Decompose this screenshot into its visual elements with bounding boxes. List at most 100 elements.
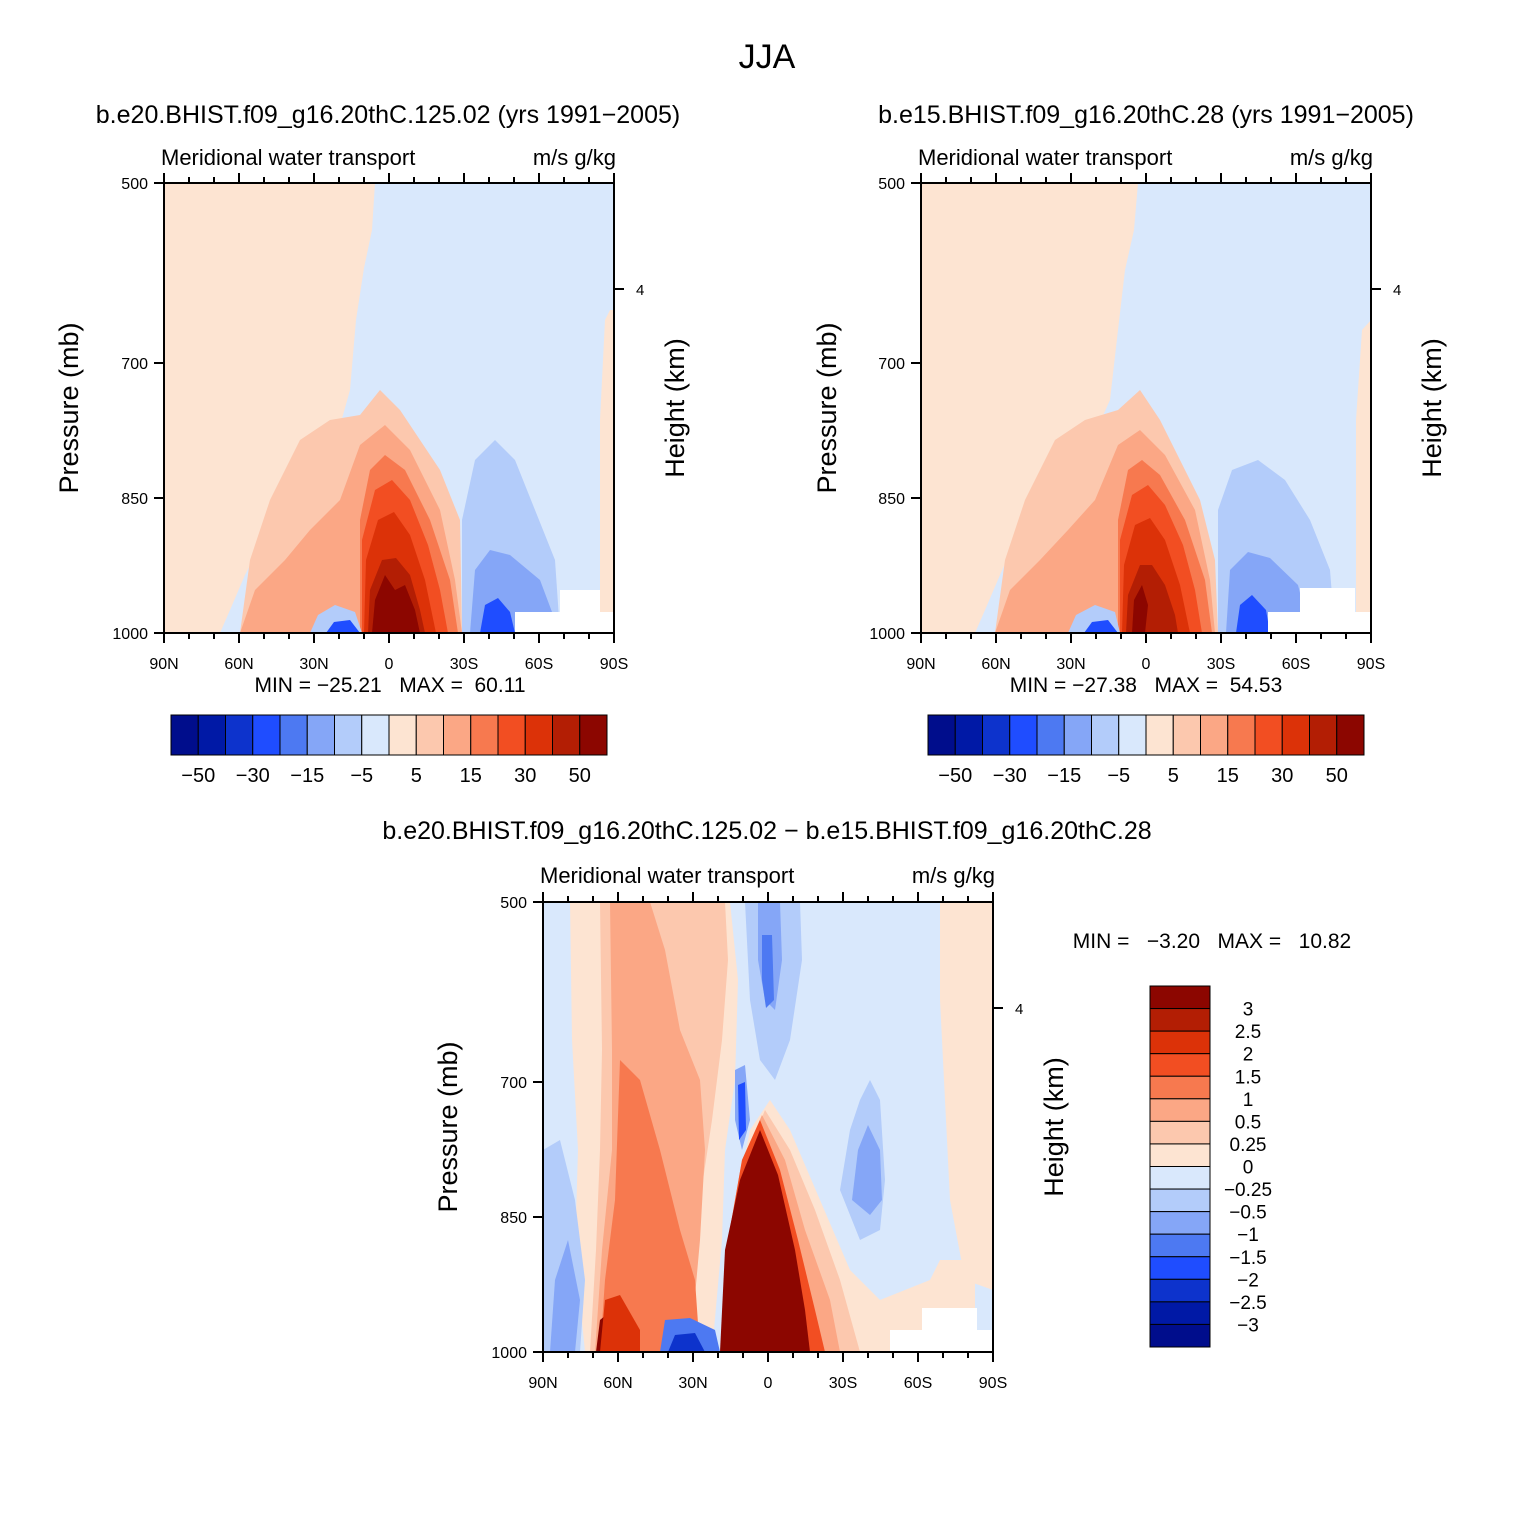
colorbar-label: 0.5 [1235,1112,1261,1133]
colorbar-box [415,714,444,756]
contour-neg-strip-2 [668,1333,705,1352]
colorbar-box [954,714,983,756]
contour-equator-pos-5 [720,1130,810,1352]
units-label: m/s g/kg [912,863,995,888]
contour-pos-tail [1356,320,1371,633]
y-tick-label: 500 [121,176,148,193]
y-axis-label: Pressure (mb) [812,322,842,493]
colorbar-label: −2.5 [1229,1293,1267,1314]
colorbar-label: 15 [460,765,482,787]
y-tick-label: 700 [500,1075,527,1092]
colorbar-box [552,714,581,756]
y2-axis-label: Height (km) [1417,338,1447,478]
colorbar-label: −5 [350,765,373,787]
x-tick-label: 60N [224,656,253,673]
colorbar-box [1149,1120,1211,1145]
x-tick-label: 0 [1142,656,1151,673]
y-tick-label: 1000 [869,626,905,643]
contour-south-neg-2 [852,1125,882,1215]
missing-data [515,612,614,633]
colorbar-label: 1.5 [1235,1067,1261,1088]
colorbar-box [443,714,472,756]
x-tick-label: 90N [149,656,178,673]
y2-tick-label: 4 [636,282,644,299]
x-tick-label: 60S [1282,656,1310,673]
colorbar-label: 50 [1326,765,1348,787]
contour-core-5 [372,575,420,633]
x-tick-label: 30S [1207,656,1235,673]
colorbar-box [1009,714,1038,756]
units-label: m/s g/kg [533,145,616,170]
colorbar-box [524,714,553,756]
y-tick-label: 700 [121,356,148,373]
contour-pos-low [164,183,375,633]
x-tick-label: 90S [1357,656,1385,673]
x-tick-label: 90S [600,656,628,673]
panel-title: b.e20.BHIST.f09_g16.20thC.125.02 − b.e15… [382,817,1151,845]
x-tick-label: 90N [528,1375,557,1392]
panel-title: b.e15.BHIST.f09_g16.20thC.28 (yrs 1991−2… [878,101,1414,129]
colorbar-label: 0 [1243,1158,1254,1179]
colorbar-box [170,714,199,756]
colorbar-box [1149,1030,1211,1055]
colorbar-box [927,714,956,756]
colorbar-label: −30 [236,765,270,787]
min-max-label: MIN = −3.20 MAX = 10.82 [1073,930,1351,953]
colorbar-box [1149,1233,1211,1258]
colorbar-label: −5 [1107,765,1130,787]
plot-area: 90N 60N 30N 0 30S 60S 90S 500 700 850 1000 4 Pres… [812,173,1447,673]
colorbar-label: −15 [290,765,324,787]
colorbar: 32.521.510.50.250−0.25−0.5−1−1.5−2−2.5−3 [1149,985,1272,1348]
colorbar-box [1309,714,1338,756]
colorbar-box [1149,1301,1211,1325]
colorbar-box [1149,1256,1211,1280]
x-tick-label: 60S [904,1375,932,1392]
colorbar-label: 15 [1217,765,1239,787]
x-tick-label: 60N [981,656,1010,673]
colorbar-label: −0.25 [1224,1180,1272,1201]
missing-data [1268,612,1371,633]
colorbar-box [497,714,526,756]
colorbar-box [1149,1278,1211,1303]
colorbar-label: −30 [993,765,1027,787]
x-tick-label: 30S [829,1375,857,1392]
colorbar-box [1172,714,1201,756]
colorbar-label: −0.5 [1229,1203,1267,1224]
plot-area: 90N 60N 30N 0 30S 60S 90S 500 700 850 1000 4 Pres… [54,173,690,673]
contour-south-neg-3 [1236,595,1270,633]
y-axis-label: Pressure (mb) [54,322,84,493]
colorbar-box [1063,714,1092,756]
contour-blob-neg-2 [738,1082,746,1140]
variable-label: Meridional water transport [161,145,415,170]
missing-data-2 [560,590,600,612]
plot-area: 90N 60N 30N 0 30S 60S 90S 500 700 850 1000 4 Pres… [433,892,1069,1392]
colorbar-box [982,714,1011,756]
colorbar-box [1149,1166,1211,1190]
contour-pos-low [921,183,1138,633]
x-tick-label: 30N [678,1375,707,1392]
x-tick-label: 60N [603,1375,632,1392]
y-tick-label: 850 [121,491,148,508]
y2-tick-label: 4 [1393,282,1401,299]
y-axis-label: Pressure (mb) [433,1041,463,1212]
x-tick-label: 90S [979,1375,1007,1392]
colorbar-label: 0.25 [1230,1135,1267,1156]
contour-nw-neg-2 [550,1240,580,1352]
panel-bottom: b.e20.BHIST.f09_g16.20thC.125.02 − b.e15… [382,817,1351,1392]
y-tick-label: 850 [500,1210,527,1227]
min-max-label: MIN = −25.21 MAX = 60.11 [254,674,525,697]
contour-east-pos [940,902,993,1290]
colorbar-label: 30 [1271,765,1293,787]
units-label: m/s g/kg [1290,145,1373,170]
colorbar-label: 2.5 [1235,1022,1261,1043]
contour-north-core-2 [600,1295,640,1352]
contour-neg-core [326,620,360,633]
colorbar-label: −50 [181,765,215,787]
colorbar-box [1149,1323,1211,1348]
y2-axis-label: Height (km) [660,338,690,478]
colorbar-box [579,714,608,756]
y-tick-label: 850 [878,491,905,508]
colorbar-box [1254,714,1283,756]
variable-label: Meridional water transport [540,863,794,888]
